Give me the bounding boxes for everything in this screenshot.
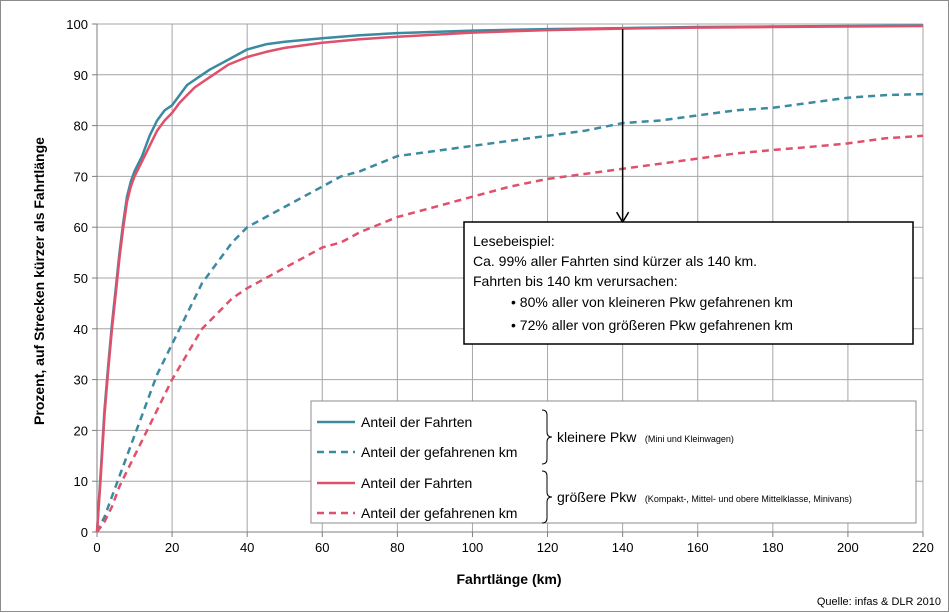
group-groessere-main: größere Pkw bbox=[557, 489, 637, 505]
legend-label-groessere-km: Anteil der gefahrenen km bbox=[361, 505, 517, 521]
note-bullet-1: • 80% aller von kleineren Pkw gefahrenen… bbox=[511, 294, 793, 310]
series-groessere-km bbox=[95, 134, 924, 533]
x-tick-label-180: 180 bbox=[762, 540, 784, 555]
y-tick-label-70: 70 bbox=[74, 169, 88, 184]
source-label: Quelle: infas & DLR 2010 bbox=[817, 596, 941, 608]
y-axis-title: Prozent, auf Strecken kürzer als Fahrtlä… bbox=[31, 137, 47, 425]
x-tick-label-0: 0 bbox=[93, 540, 100, 555]
legend-frame bbox=[310, 400, 917, 524]
note-line-1: Ca. 99% aller Fahrten sind kürzer als 14… bbox=[473, 253, 757, 269]
legend-label-kleinere-km: Anteil der gefahrenen km bbox=[361, 444, 517, 460]
y-tick-label-80: 80 bbox=[74, 119, 88, 134]
note-box: Lesebeispiel: Ca. 99% aller Fahrten sind… bbox=[463, 221, 914, 345]
legend-label-kleinere-fahrten: Anteil der Fahrten bbox=[361, 414, 472, 430]
y-tick-label-100: 100 bbox=[66, 17, 88, 32]
x-tick-label-160: 160 bbox=[687, 540, 709, 555]
x-tick-label-120: 120 bbox=[537, 540, 559, 555]
x-tick-label-220: 220 bbox=[912, 540, 934, 555]
x-tick-label-100: 100 bbox=[462, 540, 484, 555]
legend-label-groessere-fahrten: Anteil der Fahrten bbox=[361, 475, 472, 491]
y-tick-label-0: 0 bbox=[81, 525, 88, 540]
group-kleinere-main: kleinere Pkw bbox=[557, 429, 637, 445]
group-kleinere-sub: (Mini und Kleinwagen) bbox=[645, 434, 734, 444]
y-tick-label-90: 90 bbox=[74, 68, 88, 83]
group-label-groessere: größere Pkw (Kompakt-, Mittel- und obere… bbox=[557, 489, 852, 506]
x-tick-label-20: 20 bbox=[165, 540, 179, 555]
legend: Anteil der Fahrten Anteil der gefahrenen… bbox=[310, 400, 917, 524]
y-tick-label-30: 30 bbox=[74, 373, 88, 388]
group-groessere-sub: (Kompakt-, Mittel- und obere Mittelklass… bbox=[645, 494, 852, 504]
x-tick-label-80: 80 bbox=[390, 540, 404, 555]
x-tick-label-60: 60 bbox=[315, 540, 329, 555]
brace-kleinere bbox=[541, 409, 553, 465]
series-kleinere-km bbox=[95, 92, 924, 533]
x-axis-title: Fahrtlänge (km) bbox=[456, 571, 561, 587]
series-groessere-fahrten bbox=[95, 24, 924, 533]
note-bullet-2: • 72% aller von größeren Pkw gefahrenen … bbox=[511, 317, 793, 333]
note-box-frame bbox=[463, 221, 914, 345]
y-tick-label-20: 20 bbox=[74, 423, 88, 438]
group-label-kleinere: kleinere Pkw (Mini und Kleinwagen) bbox=[557, 429, 734, 446]
brace-groessere bbox=[541, 470, 553, 524]
y-tick-label-10: 10 bbox=[74, 474, 88, 489]
y-tick-label-60: 60 bbox=[74, 220, 88, 235]
note-title: Lesebeispiel: bbox=[473, 233, 555, 249]
y-tick-label-50: 50 bbox=[74, 271, 88, 286]
series-lines bbox=[95, 24, 924, 533]
axes: 0 10 20 30 40 50 60 70 80 90 100 0 20 40 60 80 100 120 140… bbox=[66, 17, 934, 555]
x-tick-label-40: 40 bbox=[240, 540, 254, 555]
y-tick-label-40: 40 bbox=[74, 322, 88, 337]
x-tick-label-200: 200 bbox=[837, 540, 859, 555]
x-tick-label-140: 140 bbox=[612, 540, 634, 555]
note-line-2: Fahrten bis 140 km verursachen: bbox=[473, 273, 678, 289]
